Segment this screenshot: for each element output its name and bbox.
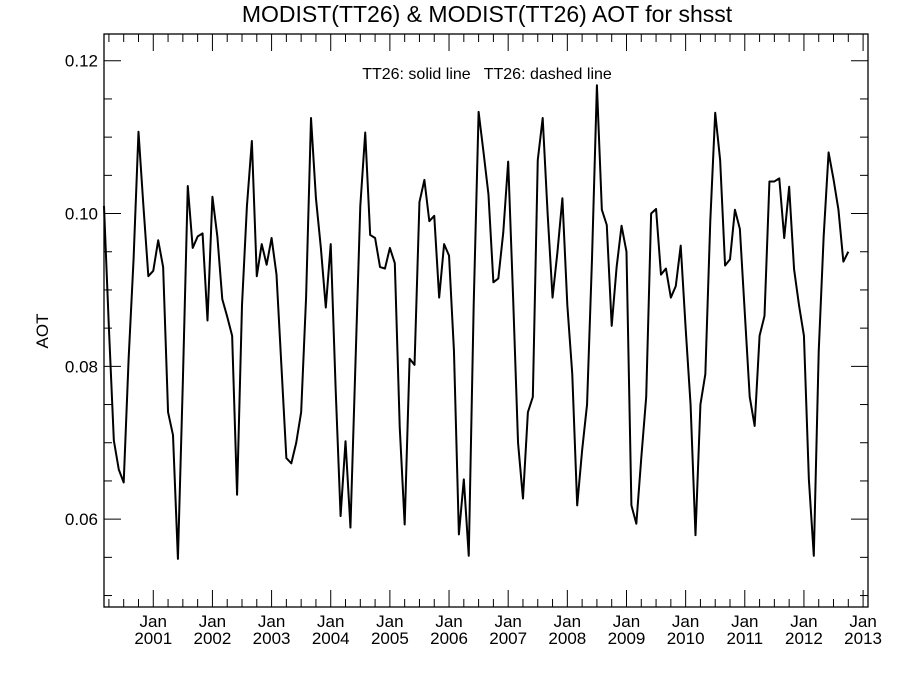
x-tick-label: 2004 bbox=[312, 629, 350, 648]
x-tick-label: 2011 bbox=[727, 629, 764, 648]
x-tick-month-label: Jan bbox=[140, 612, 167, 631]
x-tick-month-label: Jan bbox=[317, 612, 344, 631]
x-tick-month-label: Jan bbox=[258, 612, 285, 631]
x-tick-month-label: Jan bbox=[731, 612, 758, 631]
series-line bbox=[102, 84, 850, 560]
y-tick-label: 0.06 bbox=[65, 510, 98, 529]
x-tick-label: 2007 bbox=[489, 629, 527, 648]
x-tick-label: 2013 bbox=[844, 629, 882, 648]
series-style-annotation: TT26: solid line TT26: dashed line bbox=[362, 66, 612, 83]
x-tick-label: 2009 bbox=[608, 629, 646, 648]
x-tick-label: 2005 bbox=[371, 629, 409, 648]
tick-labels: 0.060.080.100.12Jan2001Jan2002Jan2003Jan… bbox=[65, 52, 882, 648]
x-tick-month-label: Jan bbox=[613, 612, 640, 631]
x-tick-month-label: Jan bbox=[554, 612, 581, 631]
y-tick-label: 0.12 bbox=[65, 52, 98, 71]
x-tick-label: 2010 bbox=[667, 629, 705, 648]
x-tick-label: 2008 bbox=[548, 629, 586, 648]
x-tick-month-label: Jan bbox=[435, 612, 462, 631]
x-tick-label: 2002 bbox=[194, 629, 232, 648]
x-tick-month-label: Jan bbox=[790, 612, 817, 631]
x-tick-month-label: Jan bbox=[376, 612, 403, 631]
x-tick-label: 2006 bbox=[430, 629, 468, 648]
plot-frame bbox=[103, 33, 869, 608]
axis-ticks bbox=[104, 34, 868, 607]
x-tick-month-label: Jan bbox=[199, 612, 226, 631]
x-tick-month-label: Jan bbox=[494, 612, 521, 631]
chart-title: MODIST(TT26) & MODIST(TT26) AOT for shss… bbox=[242, 1, 733, 27]
series-group bbox=[102, 84, 850, 560]
y-tick-label: 0.08 bbox=[65, 357, 98, 376]
x-tick-label: 2003 bbox=[253, 629, 291, 648]
x-tick-month-label: Jan bbox=[849, 612, 876, 631]
y-axis-label: AOT bbox=[33, 314, 52, 349]
y-tick-label: 0.10 bbox=[65, 205, 98, 224]
x-tick-label: 2012 bbox=[785, 629, 823, 648]
x-tick-month-label: Jan bbox=[672, 612, 699, 631]
x-tick-label: 2001 bbox=[134, 629, 172, 648]
